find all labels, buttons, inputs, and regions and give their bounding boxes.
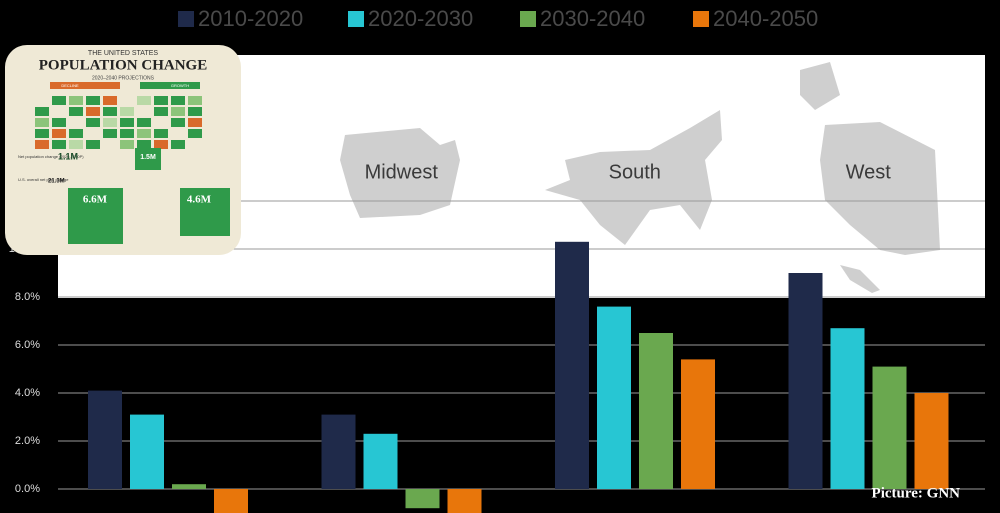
inset-infographic: THE UNITED STATES POPULATION CHANGE 2020…	[5, 45, 241, 255]
bar	[639, 333, 673, 489]
state-tile	[86, 96, 100, 105]
state-tile	[52, 140, 66, 149]
inset-growth: GROWTH	[171, 83, 189, 88]
state-tile	[120, 118, 134, 127]
legend-swatch	[178, 11, 194, 27]
legend-label: 2020-2030	[368, 6, 473, 31]
state-tile	[137, 96, 151, 105]
state-tile	[86, 118, 100, 127]
state-tile	[188, 118, 202, 127]
y-tick-label: 8.0%	[15, 291, 40, 303]
legend-label: 2040-2050	[713, 6, 818, 31]
state-tile	[103, 118, 117, 127]
state-tile	[52, 118, 66, 127]
inset-net-value: 1.1M	[58, 151, 78, 161]
state-tile	[69, 96, 83, 105]
state-tile	[154, 140, 168, 149]
state-tile	[35, 140, 49, 149]
state-tile	[137, 118, 151, 127]
inset-texas: 6.6M	[83, 194, 108, 206]
state-tiles	[35, 96, 202, 149]
growth-bar	[140, 82, 200, 89]
state-tile	[188, 96, 202, 105]
south-shape	[545, 110, 722, 245]
bar	[597, 306, 631, 489]
bar	[405, 489, 440, 509]
alaska-shape	[800, 62, 840, 110]
inset-other: 1.5M	[140, 154, 156, 161]
legend-label: 2010-2020	[198, 6, 303, 31]
bar	[363, 433, 398, 489]
state-tile	[103, 96, 117, 105]
bar	[681, 359, 715, 489]
state-tile	[69, 140, 83, 149]
bar	[788, 273, 823, 489]
bar	[872, 366, 907, 489]
bar	[555, 241, 589, 489]
state-tile	[154, 107, 168, 116]
inset-kicker: THE UNITED STATES	[88, 50, 158, 57]
inset-net-label: Net population change (2020-2040P)	[18, 154, 84, 159]
bar	[214, 489, 248, 513]
other-tile	[135, 148, 161, 170]
state-tile	[154, 129, 168, 138]
legend-swatch	[520, 11, 536, 27]
state-tile	[137, 140, 151, 149]
state-tile	[120, 140, 134, 149]
texas-tile	[68, 188, 123, 244]
state-tile	[103, 129, 117, 138]
credit: Picture: GNN	[872, 485, 961, 501]
state-tile	[35, 129, 49, 138]
category-label: Midwest	[365, 161, 439, 183]
state-tile	[69, 129, 83, 138]
inset-decline: DECLINE	[61, 83, 79, 88]
legend-swatch	[693, 11, 709, 27]
bar	[914, 393, 949, 489]
state-tile	[52, 96, 66, 105]
y-tick-label: 2.0%	[15, 435, 40, 447]
state-tile	[103, 107, 117, 116]
midwest-shape	[340, 128, 460, 218]
bar	[130, 414, 164, 489]
decline-bar	[50, 82, 120, 89]
state-tile	[188, 129, 202, 138]
bar	[88, 390, 122, 489]
legend-label: 2030-2040	[540, 6, 645, 31]
bar	[447, 489, 482, 513]
bar	[830, 328, 865, 489]
bar	[321, 414, 356, 489]
inset-overall-label: U.S. overall net pop. change	[18, 177, 69, 182]
state-tile	[86, 140, 100, 149]
state-tile	[69, 107, 83, 116]
state-tile	[52, 129, 66, 138]
state-tile	[171, 107, 185, 116]
hawaii-shape	[840, 265, 880, 293]
state-tile	[35, 118, 49, 127]
inset-florida: 4.6M	[187, 194, 212, 206]
west-shape	[820, 122, 940, 255]
y-tick-label: 0.0%	[15, 483, 40, 495]
state-tile	[35, 107, 49, 116]
state-tile	[120, 129, 134, 138]
y-tick-label: 4.0%	[15, 387, 40, 399]
florida-tile	[180, 188, 230, 236]
inset-overall-value: 21.3M	[48, 179, 65, 185]
state-tile	[171, 96, 185, 105]
category-label: South	[609, 161, 661, 183]
category-label: West	[846, 161, 892, 183]
state-tile	[188, 107, 202, 116]
legend-swatch	[348, 11, 364, 27]
inset-subtitle: 2020–2040 PROJECTIONS	[92, 75, 155, 81]
state-tile	[171, 140, 185, 149]
state-tile	[137, 129, 151, 138]
state-tile	[154, 96, 168, 105]
inset-title: POPULATION CHANGE	[39, 57, 207, 73]
bar	[172, 484, 206, 489]
state-tile	[120, 107, 134, 116]
y-tick-label: 6.0%	[15, 339, 40, 351]
state-tile	[86, 107, 100, 116]
state-tile	[171, 118, 185, 127]
